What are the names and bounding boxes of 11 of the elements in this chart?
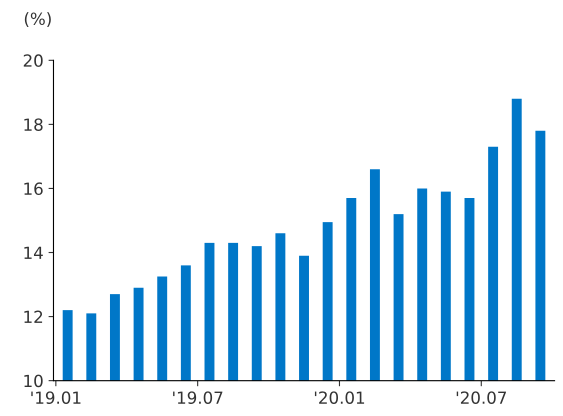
x-tick-label: '20.01 — [314, 391, 364, 404]
y-axis-title: (%) — [24, 12, 51, 28]
y-tick-label: 20 — [24, 54, 43, 67]
x-tick-label: '19.07 — [173, 391, 222, 404]
y-tick-label: 16 — [24, 182, 43, 196]
x-tick-label: '19.01 — [31, 391, 80, 404]
y-tick-label: 10 — [24, 374, 43, 388]
y-tick-label: 18 — [24, 118, 43, 131]
y-tick-label: 12 — [24, 310, 42, 323]
y-tick-label: 14 — [24, 246, 43, 259]
x-tick-label: '20.07 — [456, 391, 506, 404]
